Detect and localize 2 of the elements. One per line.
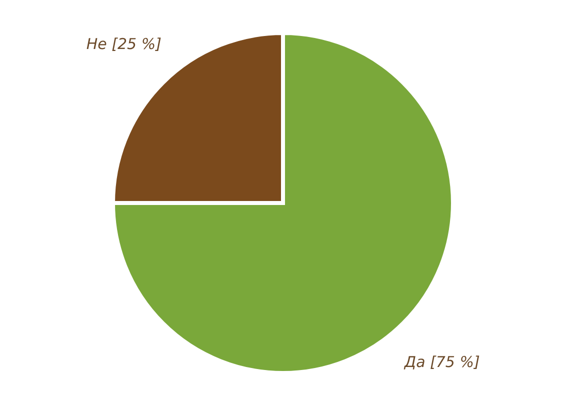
slice-label: Да [75 %]: [403, 353, 480, 372]
slice-label: Не [25 %]: [86, 34, 162, 53]
